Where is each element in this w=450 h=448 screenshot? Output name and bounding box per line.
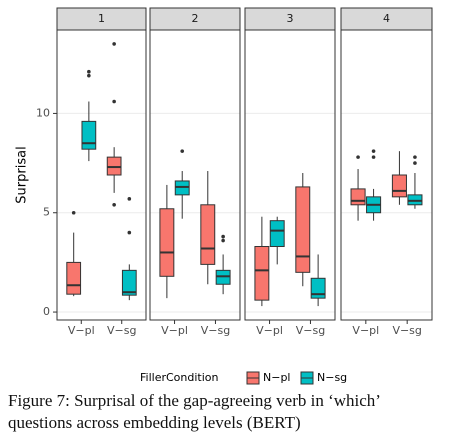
- legend-title: FillerCondition: [140, 371, 219, 384]
- panel: [341, 30, 432, 320]
- x-tick-label: V−pl: [161, 324, 188, 337]
- caption: Figure 7: Surprisal of the gap-agreeing …: [8, 390, 448, 434]
- x-tick-label: V−sg: [201, 324, 230, 337]
- outlier: [127, 230, 132, 235]
- panel-border: [149, 29, 241, 321]
- facet-label: 3: [287, 12, 294, 25]
- outlier: [127, 197, 132, 201]
- box: [121, 269, 137, 296]
- caption-line: Figure 7: Surprisal of the gap-agreeing …: [8, 391, 381, 410]
- outlier: [413, 155, 417, 159]
- x-tick-label: V−sg: [107, 324, 136, 337]
- facet-label: 2: [192, 12, 199, 25]
- outlier: [371, 149, 376, 153]
- box: [295, 186, 311, 273]
- facet-label: 4: [383, 12, 390, 25]
- outlier: [112, 99, 116, 104]
- box: [200, 204, 216, 265]
- y-tick-label: 0: [43, 305, 50, 318]
- box: [391, 174, 407, 198]
- legend-label: N−pl: [263, 371, 290, 384]
- outlier: [180, 149, 185, 153]
- panel-border: [340, 29, 433, 321]
- box: [81, 120, 97, 150]
- outlier: [371, 155, 376, 159]
- outlier: [413, 161, 417, 165]
- box: [350, 188, 366, 206]
- outlier: [112, 202, 116, 207]
- outlier: [112, 42, 116, 46]
- outlier: [356, 155, 360, 159]
- outlier: [87, 73, 91, 78]
- facet-label: 1: [98, 12, 105, 25]
- x-tick-label: V−sg: [392, 324, 421, 337]
- y-tick-label: 10: [36, 106, 50, 119]
- x-tick-label: V−sg: [296, 324, 325, 337]
- box: [66, 261, 82, 295]
- x-tick-label: V−pl: [352, 324, 379, 337]
- panel-border: [56, 29, 147, 321]
- outlier: [221, 234, 225, 239]
- outlier: [71, 210, 76, 215]
- box: [254, 246, 270, 301]
- y-tick-label: 5: [43, 206, 50, 219]
- outlier: [221, 238, 225, 243]
- panel-border: [244, 29, 336, 321]
- box: [269, 220, 285, 248]
- x-tick-label: V−pl: [256, 324, 283, 337]
- caption-line: questions across embedding levels (BERT): [8, 413, 301, 432]
- box: [159, 208, 175, 277]
- x-tick-label: V−pl: [68, 324, 95, 337]
- y-axis-label: Surprisal: [15, 146, 30, 203]
- legend-label: N−sg: [317, 371, 347, 384]
- outlier: [87, 69, 91, 74]
